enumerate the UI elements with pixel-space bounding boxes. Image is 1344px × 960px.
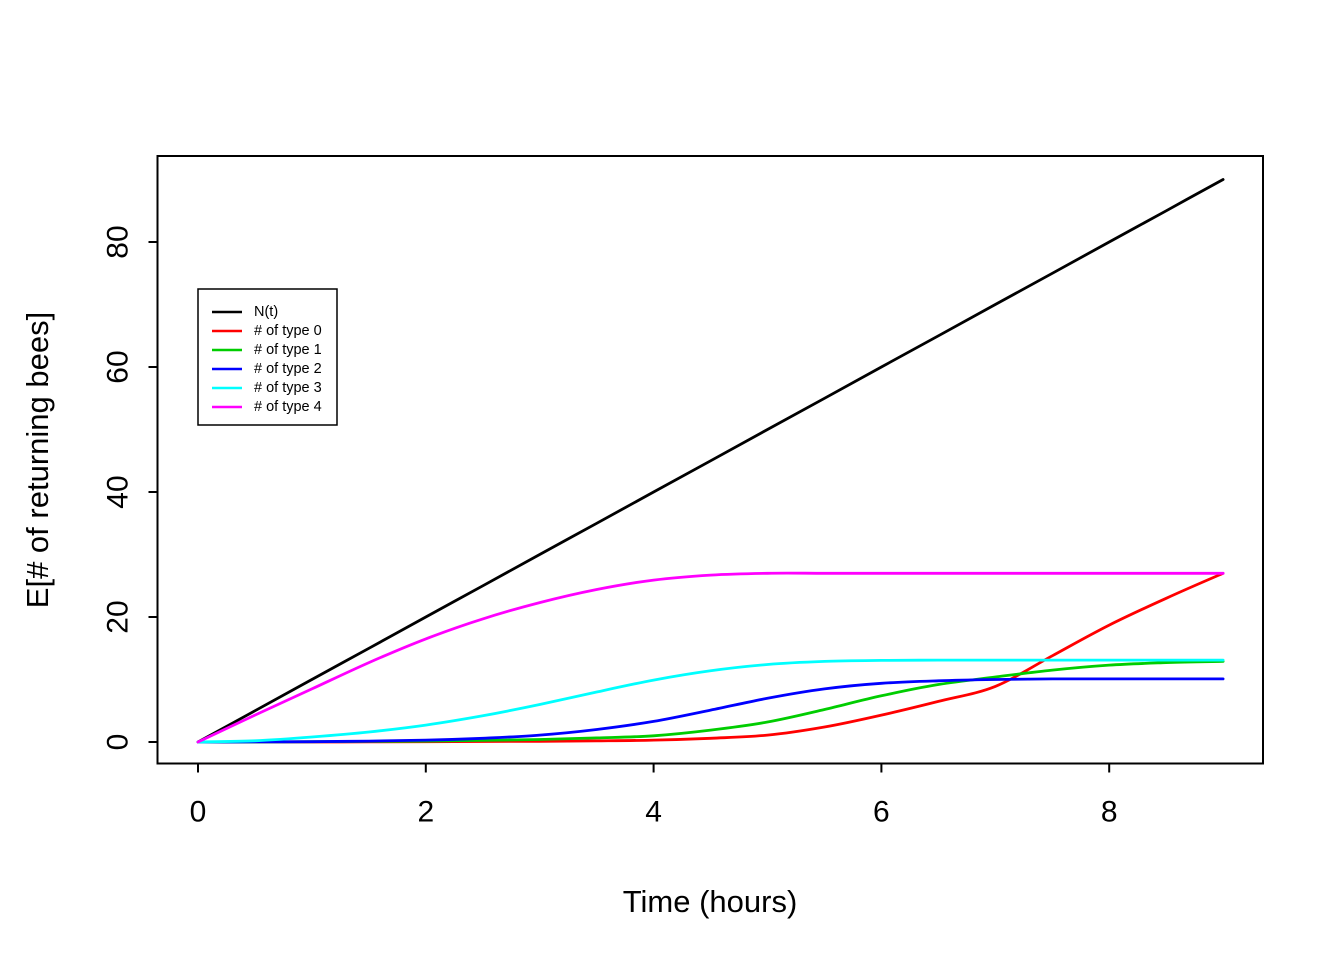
curve-of-type-4 — [196, 571, 1225, 744]
legend-label-n-t: N(t) — [254, 304, 278, 320]
legend-label-of-type-2: # of type 2 — [254, 361, 322, 377]
x-tick-label: 8 — [1101, 796, 1118, 829]
x-axis-title: Time (hours) — [622, 884, 798, 919]
y-tick-label: 60 — [102, 350, 135, 383]
x-tick-label: 0 — [190, 796, 207, 829]
curve-of-type-3 — [196, 658, 1225, 744]
y-tick-label: 80 — [102, 225, 135, 258]
y-axis-title: E[# of returning bees] — [20, 311, 55, 609]
x-tick-label: 6 — [873, 796, 890, 829]
x-tick-label: 2 — [417, 796, 434, 829]
legend-label-of-type-1: # of type 1 — [254, 342, 322, 358]
legend-label-of-type-0: # of type 0 — [254, 323, 322, 339]
y-tick-label: 20 — [102, 600, 135, 633]
curve-of-type-1 — [196, 660, 1225, 744]
curve-of-type-2 — [196, 677, 1225, 744]
y-tick-label: 40 — [102, 475, 135, 508]
curve-n-t — [196, 178, 1225, 744]
y-tick-label: 0 — [102, 734, 135, 751]
plot-border — [156, 155, 1264, 765]
x-tick-label: 4 — [645, 796, 662, 829]
legend-label-of-type-3: # of type 3 — [254, 380, 322, 396]
legend-label-of-type-4: # of type 4 — [254, 399, 322, 415]
